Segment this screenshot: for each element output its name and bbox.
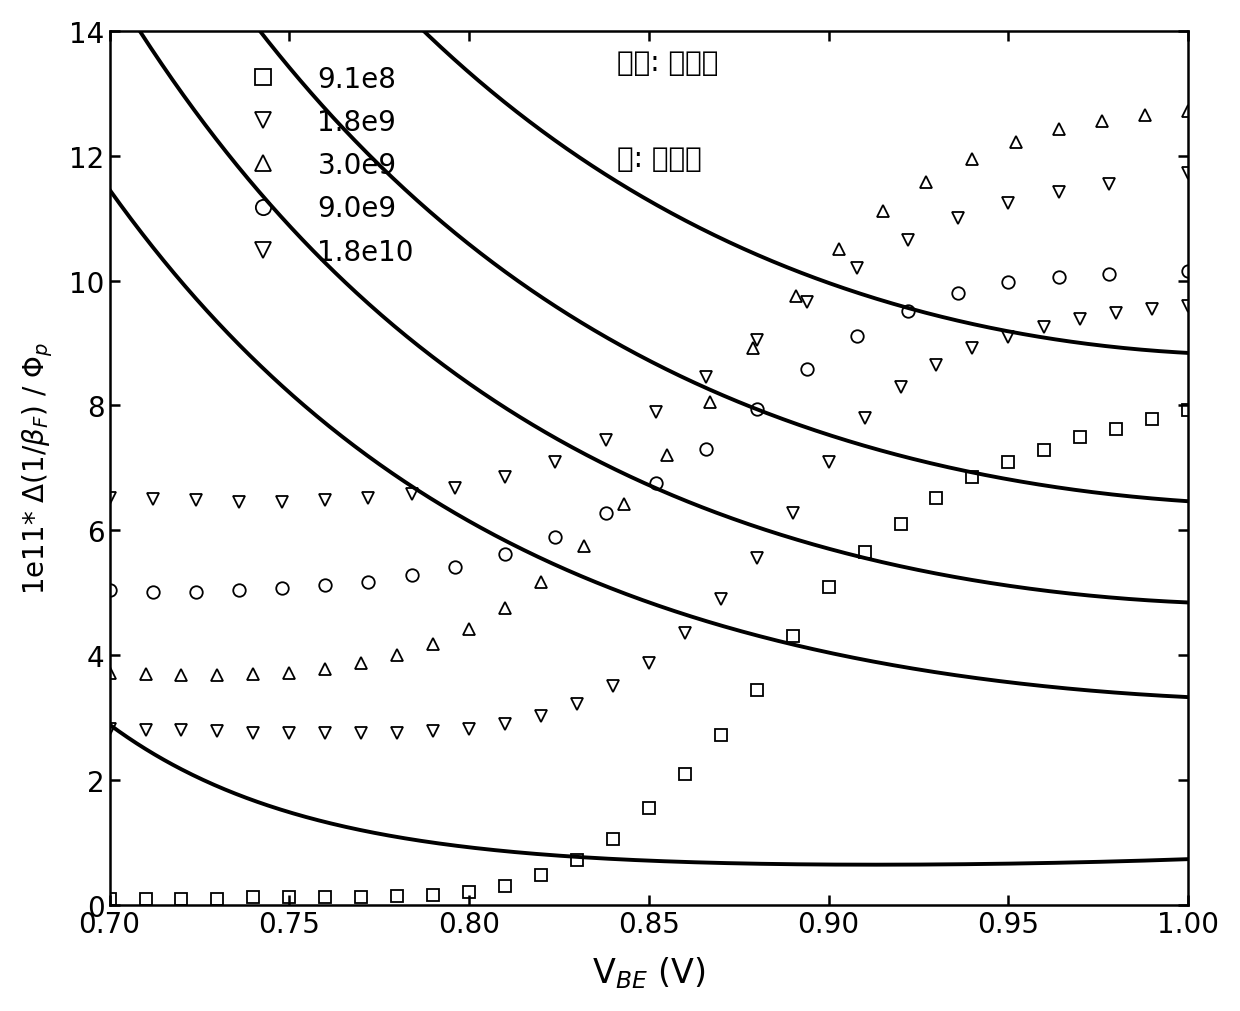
Legend: 9.1e8, 1.8e9, 3.0e9, 9.0e9, 1.8e10: 9.1e8, 1.8e9, 3.0e9, 9.0e9, 1.8e10	[232, 55, 425, 278]
Y-axis label: 1e11* $\Delta$(1/$\beta$$_F$) / $\Phi$$_p$: 1e11* $\Delta$(1/$\beta$$_F$) / $\Phi$$_…	[21, 342, 56, 594]
X-axis label: V$_{BE}$ (V): V$_{BE}$ (V)	[593, 954, 706, 990]
Text: 线: 模型值: 线: 模型值	[616, 146, 702, 173]
Text: 符号: 测量值: 符号: 测量值	[616, 50, 718, 77]
